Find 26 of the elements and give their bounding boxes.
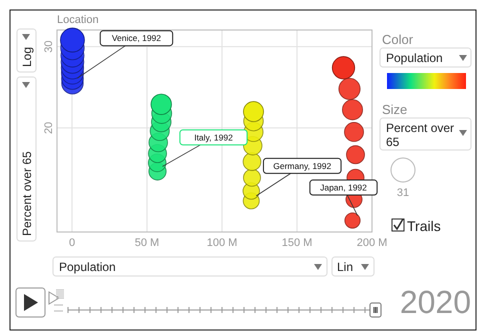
legend-label: 31 (396, 187, 410, 199)
text: Log (20, 46, 34, 67)
y-axis-title: Percent over 65 (20, 150, 34, 236)
y-tick-label: 30 (43, 40, 55, 53)
x-tick-label: 150 M (282, 237, 312, 249)
x-tick-label: 200 M (356, 237, 388, 249)
annotation: Venice, 1992 (112, 33, 162, 44)
x-tick-label: 0 (68, 237, 76, 249)
text: Color (382, 32, 414, 47)
text: Trails (407, 218, 441, 234)
x-tick-label: 50 M (134, 237, 160, 249)
annotation: Germany, 1992 (273, 160, 332, 171)
annotation: Italy, 1992 (194, 132, 234, 142)
callout-box: Japan, 1992 (309, 180, 378, 216)
chart-title: Location (57, 14, 99, 26)
text: 2020 (400, 284, 471, 320)
annotation: Japan, 1992 (320, 182, 368, 193)
x-axis-title: Population (59, 260, 116, 274)
x-tick-label: 100 M (206, 237, 238, 249)
text: Population (386, 51, 443, 65)
y-tick-label: 20 (43, 122, 55, 134)
text: Size (382, 102, 408, 117)
callout-box: Venice, 1992 (77, 30, 174, 79)
callout-box: Italy, 1992 (162, 129, 248, 167)
text: Lin (337, 260, 354, 274)
text: Percent over 65 (386, 121, 454, 149)
